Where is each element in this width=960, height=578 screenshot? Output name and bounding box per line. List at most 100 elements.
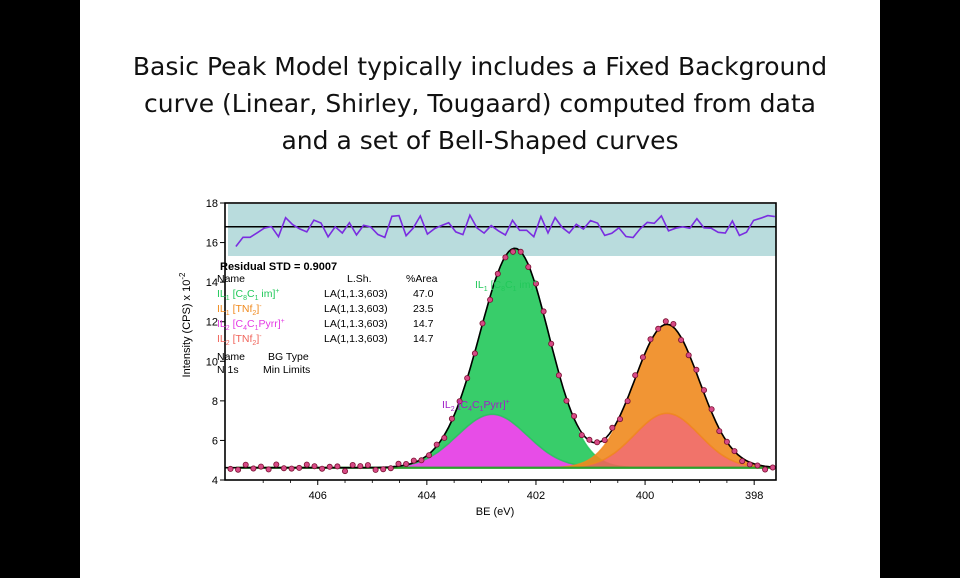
x-axis-label: BE (eV): [476, 506, 515, 518]
component-row: IL1 [TNf2]- LA(1,1.3,603) 23.5: [217, 303, 434, 317]
component-area: 23.5: [413, 303, 434, 315]
data-point: [425, 452, 432, 459]
y-tick-label: 6: [212, 435, 218, 447]
slide-title: Basic Peak Model typically includes a Fi…: [80, 48, 880, 159]
data-point: [754, 462, 761, 469]
data-point: [235, 466, 242, 473]
data-point: [571, 413, 578, 420]
data-point: [403, 460, 410, 467]
data-point: [479, 320, 486, 327]
data-point: [731, 448, 738, 455]
title-line-2: curve (Linear, Shirley, Tougaard) comput…: [144, 89, 816, 118]
axis-ticks: 4 6 8 10 12 14 16 18 406 404 402 400 398: [206, 198, 764, 502]
data-point: [594, 439, 601, 446]
data-point: [341, 468, 348, 475]
data-point: [242, 461, 249, 468]
data-point: [548, 340, 555, 347]
data-point: [364, 462, 371, 469]
data-point: [739, 458, 746, 465]
component-area: 14.7: [413, 333, 434, 345]
peak-annotation-il2: IL2 [C4C1Pyrr]+: [442, 399, 510, 413]
data-point: [227, 465, 234, 472]
residual-std-label: Residual STD = 0.9007: [220, 261, 337, 273]
data-point: [280, 465, 287, 472]
data-point: [639, 354, 646, 361]
component-row: IL2 [TNf2]- LA(1,1.3,603) 14.7: [217, 333, 434, 347]
data-point: [418, 457, 425, 464]
data-point: [311, 463, 318, 470]
region-bg-type: Min Limits: [263, 364, 310, 376]
data-point: [433, 441, 440, 448]
data-point: [471, 350, 478, 357]
y-tick-label: 4: [212, 475, 218, 487]
residual-trace: [235, 213, 776, 247]
x-tick-label: 398: [745, 490, 763, 502]
region-header-name: Name: [217, 351, 245, 363]
data-point: [655, 325, 662, 332]
data-point: [387, 465, 394, 472]
data-point: [723, 438, 730, 445]
peak-annotation-il1: IL1 [C8C1 im]+: [475, 279, 538, 293]
region-name: N 1s: [217, 364, 239, 376]
data-point: [372, 466, 379, 473]
data-point: [273, 461, 280, 468]
data-point: [708, 406, 715, 413]
plot-frame: [224, 202, 777, 481]
table-header-area: %Area: [406, 273, 438, 285]
data-point: [762, 466, 769, 473]
data-point: [525, 263, 532, 270]
data-point: [288, 465, 295, 472]
component-name: IL1 [C8C1 im]+: [217, 288, 280, 302]
data-point: [319, 465, 326, 472]
component-name: IL2 [TNf2]-: [217, 333, 262, 347]
component-name: IL1 [TNf2]-: [217, 303, 262, 317]
data-point: [502, 254, 509, 261]
component-area: 47.0: [413, 288, 434, 300]
data-point: [395, 460, 402, 467]
data-points: [227, 248, 776, 475]
data-point: [487, 296, 494, 303]
slide: Basic Peak Model typically includes a Fi…: [80, 0, 880, 578]
y-tick-label: 8: [212, 396, 218, 408]
y-tick-label: 10: [206, 356, 218, 368]
data-point: [532, 280, 539, 287]
data-point: [303, 461, 310, 468]
table-header-lsh: L.Sh.: [347, 273, 372, 285]
data-point: [578, 432, 585, 439]
data-point: [693, 366, 700, 373]
data-point: [257, 463, 264, 470]
title-line-3: and a set of Bell-Shaped curves: [281, 126, 679, 155]
data-point: [540, 308, 547, 315]
y-axis-label: Intensity (CPS) x 10-2: [178, 272, 193, 377]
xps-chart: 4 6 8 10 12 14 16 18 406 404 402 400 398 Residual ST…: [178, 198, 777, 518]
data-point: [685, 352, 692, 359]
data-point: [647, 336, 654, 343]
component-line-shape: LA(1,1.3,603): [324, 318, 388, 330]
data-point: [250, 465, 257, 472]
data-point: [464, 375, 471, 382]
data-point: [678, 336, 685, 343]
component-name: IL2 [C4C1Pyrr]+: [217, 318, 285, 332]
data-point: [441, 434, 448, 441]
component-line-shape: LA(1,1.3,603): [324, 288, 388, 300]
data-point: [326, 463, 333, 470]
data-point: [746, 461, 753, 468]
y-tick-label: 12: [206, 317, 218, 329]
data-point: [662, 318, 669, 325]
data-point: [769, 464, 776, 471]
data-point: [448, 415, 455, 422]
data-point: [563, 397, 570, 404]
region-header-bg-type: BG Type: [268, 351, 309, 363]
component-line-shape: LA(1,1.3,603): [324, 333, 388, 345]
data-point: [349, 461, 356, 468]
x-tick-label: 404: [418, 490, 436, 502]
data-point: [670, 320, 677, 327]
y-tick-label: 18: [206, 198, 218, 210]
data-point: [716, 428, 723, 435]
y-tick-label: 16: [206, 238, 218, 250]
data-point: [357, 463, 364, 470]
x-tick-label: 402: [527, 490, 545, 502]
data-point: [624, 398, 631, 405]
component-row: IL2 [C4C1Pyrr]+ LA(1,1.3,603) 14.7: [217, 318, 434, 332]
component-row: IL1 [C8C1 im]+ LA(1,1.3,603) 47.0: [217, 288, 434, 302]
